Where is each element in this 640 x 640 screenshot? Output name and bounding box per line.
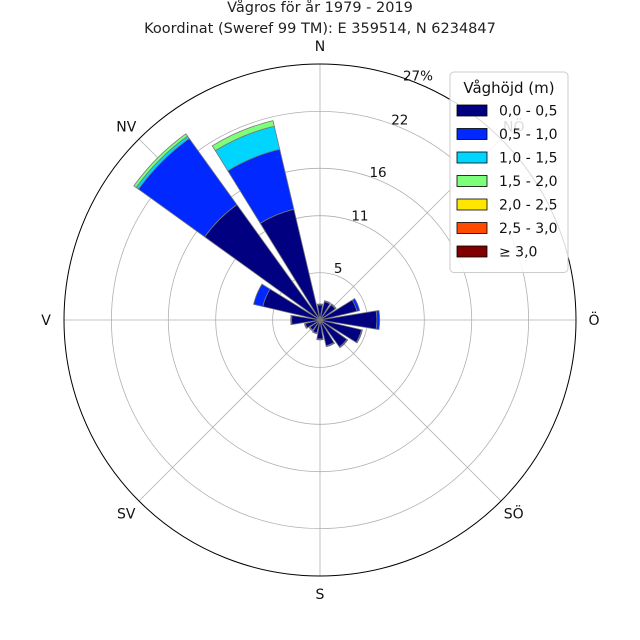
legend-swatch-6 [456, 245, 488, 258]
legend-swatch-5 [456, 222, 488, 234]
direction-label-7: NV [116, 119, 136, 135]
direction-label-6: V [41, 313, 51, 329]
bar-ÖNÖ-series-1 [351, 298, 361, 312]
legend-label-5: 2,5 - 3,0 [499, 221, 557, 237]
direction-label-0: N [315, 39, 325, 55]
legend-title: Våghöjd (m) [463, 79, 554, 97]
bar-VSV-series-1 [303, 323, 308, 330]
bar-S-series-1 [316, 338, 324, 341]
bar-Ö-series-1 [375, 309, 381, 331]
bar-V-series-1 [290, 314, 293, 326]
bar-N-series-1 [316, 303, 324, 306]
chart-title: Vågros för år 1979 - 2019 [227, 0, 413, 16]
rose-bars [133, 120, 381, 349]
bar-NV-series-3 [133, 133, 189, 189]
bar-SSÖ-series-1 [325, 342, 336, 348]
bar-SÖ-series-1 [338, 338, 349, 349]
radial-tick-label-3: 22 [391, 112, 408, 128]
legend-box [449, 71, 569, 273]
bar-NNÖ-series-1 [323, 300, 332, 305]
radial-tick-label-2: 16 [369, 165, 386, 181]
direction-label-5: SV [117, 507, 136, 523]
legend-label-4: 2,0 - 2,5 [499, 198, 557, 214]
legend-swatch-2 [456, 151, 488, 164]
chart-subtitle: Koordinat (Sweref 99 TM): E 359514, N 62… [144, 21, 496, 37]
direction-label-2: Ö [588, 311, 599, 329]
bar-NNV-series-3 [211, 120, 275, 152]
legend-swatch-4 [456, 198, 488, 211]
direction-label-4: S [316, 587, 325, 603]
legend-label-0: 0,0 - 0,5 [499, 104, 557, 120]
legend-swatch-0 [456, 104, 488, 117]
legend-label-3: 1,5 - 2,0 [499, 174, 557, 190]
legend-swatch-1 [456, 128, 488, 140]
radial-tick-label-4: 27% [403, 68, 433, 84]
radial-tick-label-0: 5 [334, 261, 343, 277]
legend-label-6: ≥ 3,0 [499, 245, 537, 261]
legend-label-1: 0,5 - 1,0 [499, 127, 557, 143]
bar-ÖSÖ-series-1 [355, 329, 363, 344]
legend-swatch-3 [456, 175, 488, 187]
radial-tick-labels: 5 11 16 22 27% [334, 68, 433, 277]
grid-spoke-5 [138, 319, 321, 502]
bar-VNV-series-1 [253, 283, 271, 307]
legend-label-2: 1,0 - 1,5 [499, 151, 557, 167]
bar-SV-series-1 [308, 326, 314, 332]
legend: Våghöjd (m) 0,0 - 0,5 0,5 - 1,0 1,0 - 1,5 1,… [449, 71, 569, 273]
radial-tick-label-1: 11 [351, 209, 368, 225]
grid-spoke-3 [319, 319, 502, 502]
bar-SSV-series-1 [311, 330, 318, 335]
outer-frame [63, 63, 577, 577]
direction-label-3: SÖ [504, 505, 524, 523]
bar-NÖ-series-1 [330, 303, 337, 310]
